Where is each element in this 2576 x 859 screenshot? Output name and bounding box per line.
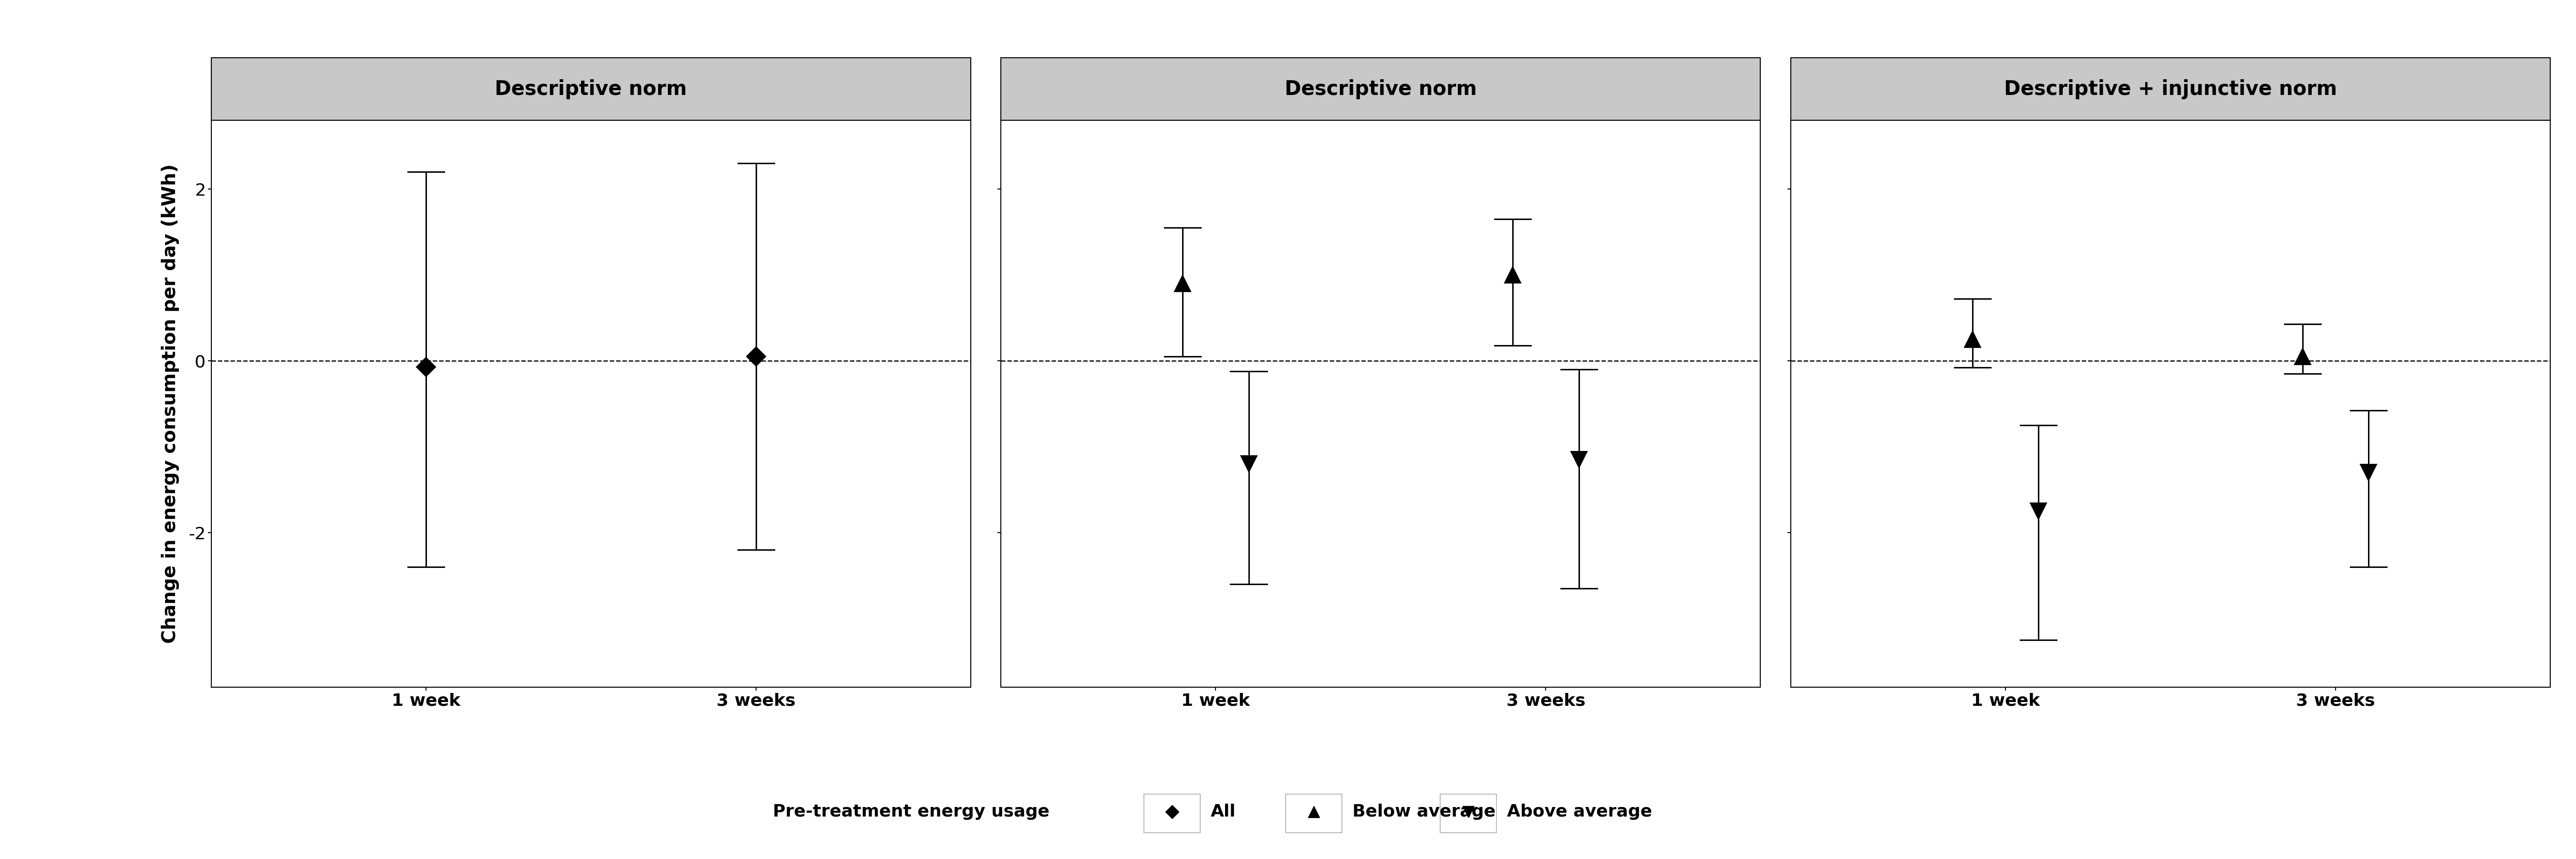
Text: Below average: Below average <box>1352 804 1497 819</box>
FancyBboxPatch shape <box>211 58 971 120</box>
Text: Descriptive norm: Descriptive norm <box>1285 79 1476 99</box>
Text: All: All <box>1211 804 1236 819</box>
FancyBboxPatch shape <box>1790 58 2550 120</box>
Text: Descriptive norm: Descriptive norm <box>495 79 688 99</box>
Text: Pre-treatment energy usage: Pre-treatment energy usage <box>773 804 1048 819</box>
FancyBboxPatch shape <box>1002 58 1759 120</box>
Text: Descriptive + injunctive norm: Descriptive + injunctive norm <box>2004 79 2336 99</box>
Text: Above average: Above average <box>1507 804 1651 819</box>
Y-axis label: Change in energy consumption per day (kWh): Change in energy consumption per day (kW… <box>162 164 180 643</box>
